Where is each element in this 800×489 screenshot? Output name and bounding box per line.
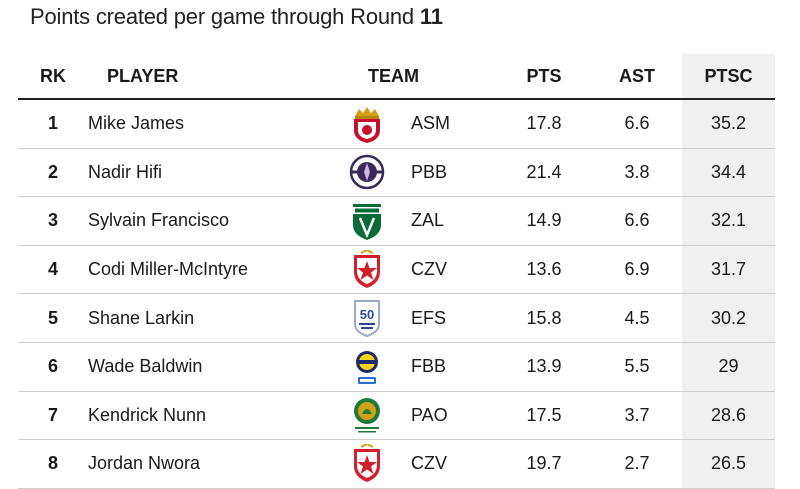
zalgiris-logo-icon [349, 201, 385, 241]
ptsc-cell: 35.2 [682, 99, 775, 149]
team-code-cell: CZV [411, 245, 496, 295]
header-ast: AST [592, 54, 682, 100]
stats-table: RK PLAYER TEAM PTS AST PTSC 1 Mike James A… [18, 54, 775, 489]
team-logo-cell [323, 439, 411, 489]
rank-cell: 3 [18, 196, 88, 246]
pts-cell: 21.4 [496, 148, 592, 198]
ptsc-cell: 28.6 [682, 391, 775, 441]
crvena-zvezda-logo-icon [349, 249, 385, 290]
team-code-cell: ASM [411, 99, 496, 149]
ast-cell: 6.6 [592, 99, 682, 149]
ptsc-cell: 34.4 [682, 148, 775, 198]
team-code-cell: FBB [411, 342, 496, 392]
table-row: 6 Wade Baldwin FBB 13.9 5.5 29 [18, 342, 775, 392]
ptsc-cell: 31.7 [682, 245, 775, 295]
header-ptsc: PTSC [682, 54, 775, 100]
table-row: 2 Nadir Hifi PBB 21.4 3.8 34.4 [18, 148, 775, 198]
table-row: 1 Mike James ASM 17.8 6.6 35.2 [18, 99, 775, 149]
pts-cell: 13.6 [496, 245, 592, 295]
pts-cell: 13.9 [496, 342, 592, 392]
rank-cell: 5 [18, 293, 88, 343]
rank-cell: 2 [18, 148, 88, 198]
team-logo-cell [323, 245, 411, 295]
table-header: RK PLAYER TEAM PTS AST PTSC [18, 54, 775, 100]
player-name-cell: Jordan Nwora [88, 439, 323, 489]
rank-cell: 1 [18, 99, 88, 149]
header-rk: RK [18, 54, 88, 100]
team-logo-cell [323, 148, 411, 198]
team-logo-cell: 50 [323, 293, 411, 343]
ast-cell: 6.6 [592, 196, 682, 246]
rank-cell: 7 [18, 391, 88, 441]
team-code-cell: PBB [411, 148, 496, 198]
efes-logo-icon: 50 [349, 298, 385, 338]
header-pts: PTS [496, 54, 592, 100]
chart-title-prefix: Points created per game through Round [30, 4, 414, 29]
rank-cell: 6 [18, 342, 88, 392]
header-team: TEAM [323, 54, 496, 100]
chart-title: Points created per game through Round 11 [30, 4, 443, 30]
ptsc-cell: 26.5 [682, 439, 775, 489]
pts-cell: 17.8 [496, 99, 592, 149]
header-player: PLAYER [88, 54, 323, 100]
ptsc-cell: 32.1 [682, 196, 775, 246]
pts-cell: 17.5 [496, 391, 592, 441]
ast-cell: 2.7 [592, 439, 682, 489]
team-logo-cell [323, 391, 411, 441]
paris-logo-icon [349, 152, 385, 192]
pts-cell: 14.9 [496, 196, 592, 246]
player-name-cell: Sylvain Francisco [88, 196, 323, 246]
team-logo-cell [323, 196, 411, 246]
pts-cell: 19.7 [496, 439, 592, 489]
player-name-cell: Codi Miller-McIntyre [88, 245, 323, 295]
crvena-zvezda-logo-icon [349, 443, 385, 484]
team-logo-cell [323, 342, 411, 392]
player-name-cell: Mike James [88, 99, 323, 149]
ast-cell: 3.8 [592, 148, 682, 198]
ast-cell: 5.5 [592, 342, 682, 392]
player-name-cell: Shane Larkin [88, 293, 323, 343]
ast-cell: 4.5 [592, 293, 682, 343]
team-code-cell: EFS [411, 293, 496, 343]
panathinaikos-logo-icon [349, 395, 385, 435]
chart-title-round: 11 [419, 4, 443, 29]
rank-cell: 8 [18, 439, 88, 489]
team-code-cell: PAO [411, 391, 496, 441]
table-row: 7 Kendrick Nunn PAO 17.5 3.7 28.6 [18, 391, 775, 441]
player-name-cell: Wade Baldwin [88, 342, 323, 392]
player-name-cell: Kendrick Nunn [88, 391, 323, 441]
team-code-cell: CZV [411, 439, 496, 489]
table-row: 5 Shane Larkin 50 EFS 15.8 4.5 30.2 [18, 293, 775, 343]
fenerbahce-logo-icon [349, 347, 385, 387]
team-code-cell: ZAL [411, 196, 496, 246]
ast-cell: 3.7 [592, 391, 682, 441]
table-row: 4 Codi Miller-McIntyre CZV 13.6 6.9 31.7 [18, 245, 775, 295]
ptsc-cell: 29 [682, 342, 775, 392]
table-row: 3 Sylvain Francisco ZAL 14.9 6.6 32.1 [18, 196, 775, 246]
rank-cell: 4 [18, 245, 88, 295]
table-row: 8 Jordan Nwora CZV 19.7 2.7 26.5 [18, 439, 775, 489]
svg-text:50: 50 [360, 307, 374, 322]
table-body: 1 Mike James ASM 17.8 6.6 35.2 2 Nadir Hifi PBB 2… [18, 99, 775, 489]
player-name-cell: Nadir Hifi [88, 148, 323, 198]
monaco-logo-icon [349, 104, 385, 144]
pts-cell: 15.8 [496, 293, 592, 343]
ptsc-cell: 30.2 [682, 293, 775, 343]
header-row: RK PLAYER TEAM PTS AST PTSC [18, 54, 775, 100]
team-logo-cell [323, 99, 411, 149]
ast-cell: 6.9 [592, 245, 682, 295]
